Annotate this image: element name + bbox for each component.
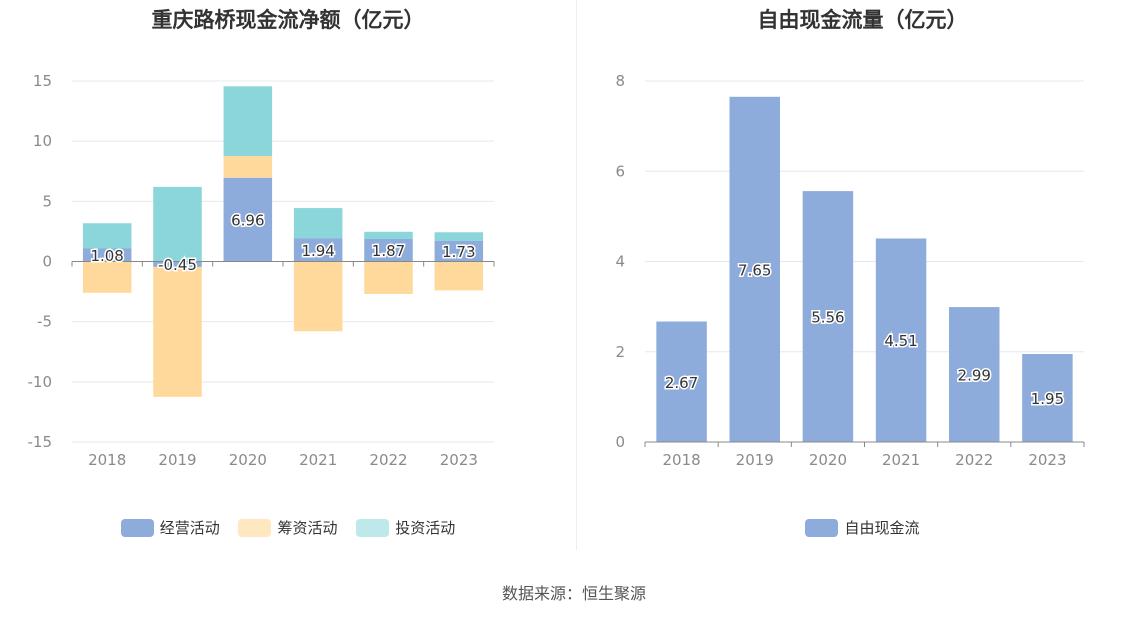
data-label: 1.94 [301, 242, 334, 260]
data-label: 5.56 [811, 309, 844, 327]
bar-经营活动 [293, 238, 343, 262]
x-tick-label: 2022 [955, 451, 993, 469]
x-tick-label: 2019 [736, 451, 774, 469]
y-tick-label: 6 [615, 162, 625, 180]
x-tick-label: 2021 [299, 451, 337, 469]
cash-flow-net-panel: 重庆路桥现金流净额（亿元） 15 10 5 0 -5 -10 -15 2018 2019 2020… [0, 0, 576, 560]
bar-经营活动 [223, 177, 273, 262]
data-label: -0.45 [158, 256, 197, 274]
data-label: 2.67 [665, 374, 698, 392]
bar-投资活动 [364, 231, 413, 239]
y-tick-label: -5 [37, 313, 52, 331]
bar-自由现金流 [729, 96, 780, 442]
y-tick-label: 8 [615, 72, 625, 90]
y-tick-label: 5 [42, 192, 52, 210]
x-tick-label: 2018 [662, 451, 700, 469]
y-tick-label: 10 [33, 132, 52, 150]
legend-swatch [120, 518, 154, 537]
bar-经营活动 [364, 238, 413, 262]
bar-自由现金流 [656, 321, 707, 442]
x-tick-label: 2018 [88, 451, 126, 469]
bar-自由现金流 [875, 238, 927, 442]
y-tick-label: -10 [28, 373, 53, 391]
bar-经营活动 [153, 261, 202, 267]
legend-item-investing[interactable]: 投资活动 [356, 517, 455, 538]
x-tick-label: 2019 [158, 451, 196, 469]
bar-经营活动 [434, 240, 484, 262]
x-tick-label: 2023 [440, 451, 478, 469]
legend-label: 投资活动 [395, 519, 456, 537]
legend-item-operating[interactable]: 经营活动 [120, 517, 220, 538]
legend: 经营活动 筹资活动 投资活动 [0, 517, 576, 541]
legend-item-free-cash-flow[interactable]: 自由现金流 [805, 517, 920, 538]
y-tick-label: 2 [615, 343, 625, 361]
x-tick-label: 2023 [1028, 451, 1066, 469]
bar-筹资活动 [434, 261, 484, 291]
y-tick-label: 15 [33, 72, 52, 90]
bar-投资活动 [223, 86, 273, 157]
y-tick-label: -15 [28, 433, 53, 451]
data-source: 数据来源：恒生聚源 [501, 584, 646, 603]
bar-筹资活动 [364, 261, 413, 294]
bar-筹资活动 [82, 261, 132, 293]
legend-swatch [238, 518, 272, 537]
bar-经营活动 [82, 248, 132, 262]
legend: 自由现金流 [577, 517, 1148, 541]
bar-筹资活动 [293, 261, 343, 332]
x-tick-label: 2020 [229, 451, 267, 469]
bar-筹资活动 [153, 266, 202, 397]
bar-投资活动 [153, 186, 202, 262]
x-tick-label: 2022 [369, 451, 407, 469]
bar-投资活动 [82, 223, 132, 249]
legend-item-financing[interactable]: 筹资活动 [238, 517, 338, 538]
data-label: 1.08 [90, 247, 123, 265]
data-label: 1.95 [1031, 390, 1064, 408]
bar-自由现金流 [802, 191, 854, 442]
legend-swatch [356, 518, 390, 537]
data-label: 7.65 [738, 261, 771, 279]
free-cash-flow-chart: 8 6 4 2 0 2018 2019 2020 2021 2022 2023 2.67 7.65 5.5… [615, 72, 1085, 469]
legend-label: 经营活动 [159, 519, 220, 537]
data-label: 6.96 [231, 212, 264, 230]
legend-swatch [805, 518, 839, 537]
y-tick-label: 0 [42, 253, 52, 271]
y-tick-label: 4 [615, 253, 625, 271]
bar-自由现金流 [949, 307, 1000, 442]
data-label: 4.51 [884, 332, 917, 350]
legend-label: 自由现金流 [844, 519, 920, 537]
chart-title: 重庆路桥现金流净额（亿元） [151, 8, 425, 32]
data-label: 2.99 [958, 367, 991, 385]
x-tick-label: 2020 [809, 451, 847, 469]
y-tick-label: 0 [615, 433, 625, 451]
bar-投资活动 [434, 232, 484, 241]
chart-title: 自由现金流量（亿元） [757, 8, 968, 32]
data-label: 1.73 [442, 243, 475, 261]
bar-筹资活动 [223, 156, 273, 178]
panel-divider [576, 0, 577, 550]
bar-投资活动 [293, 208, 343, 239]
bar-自由现金流 [1022, 354, 1073, 442]
cash-flow-net-chart: 15 10 5 0 -5 -10 -15 2018 2019 2020 2021 2022 2023 1.… [28, 72, 495, 469]
legend-label: 筹资活动 [277, 519, 338, 537]
x-tick-label: 2021 [882, 451, 920, 469]
data-label: 1.87 [372, 242, 405, 260]
free-cash-flow-panel: 自由现金流量（亿元） 8 6 4 2 0 2018 2019 2020 2021 2022 2023… [577, 0, 1148, 560]
